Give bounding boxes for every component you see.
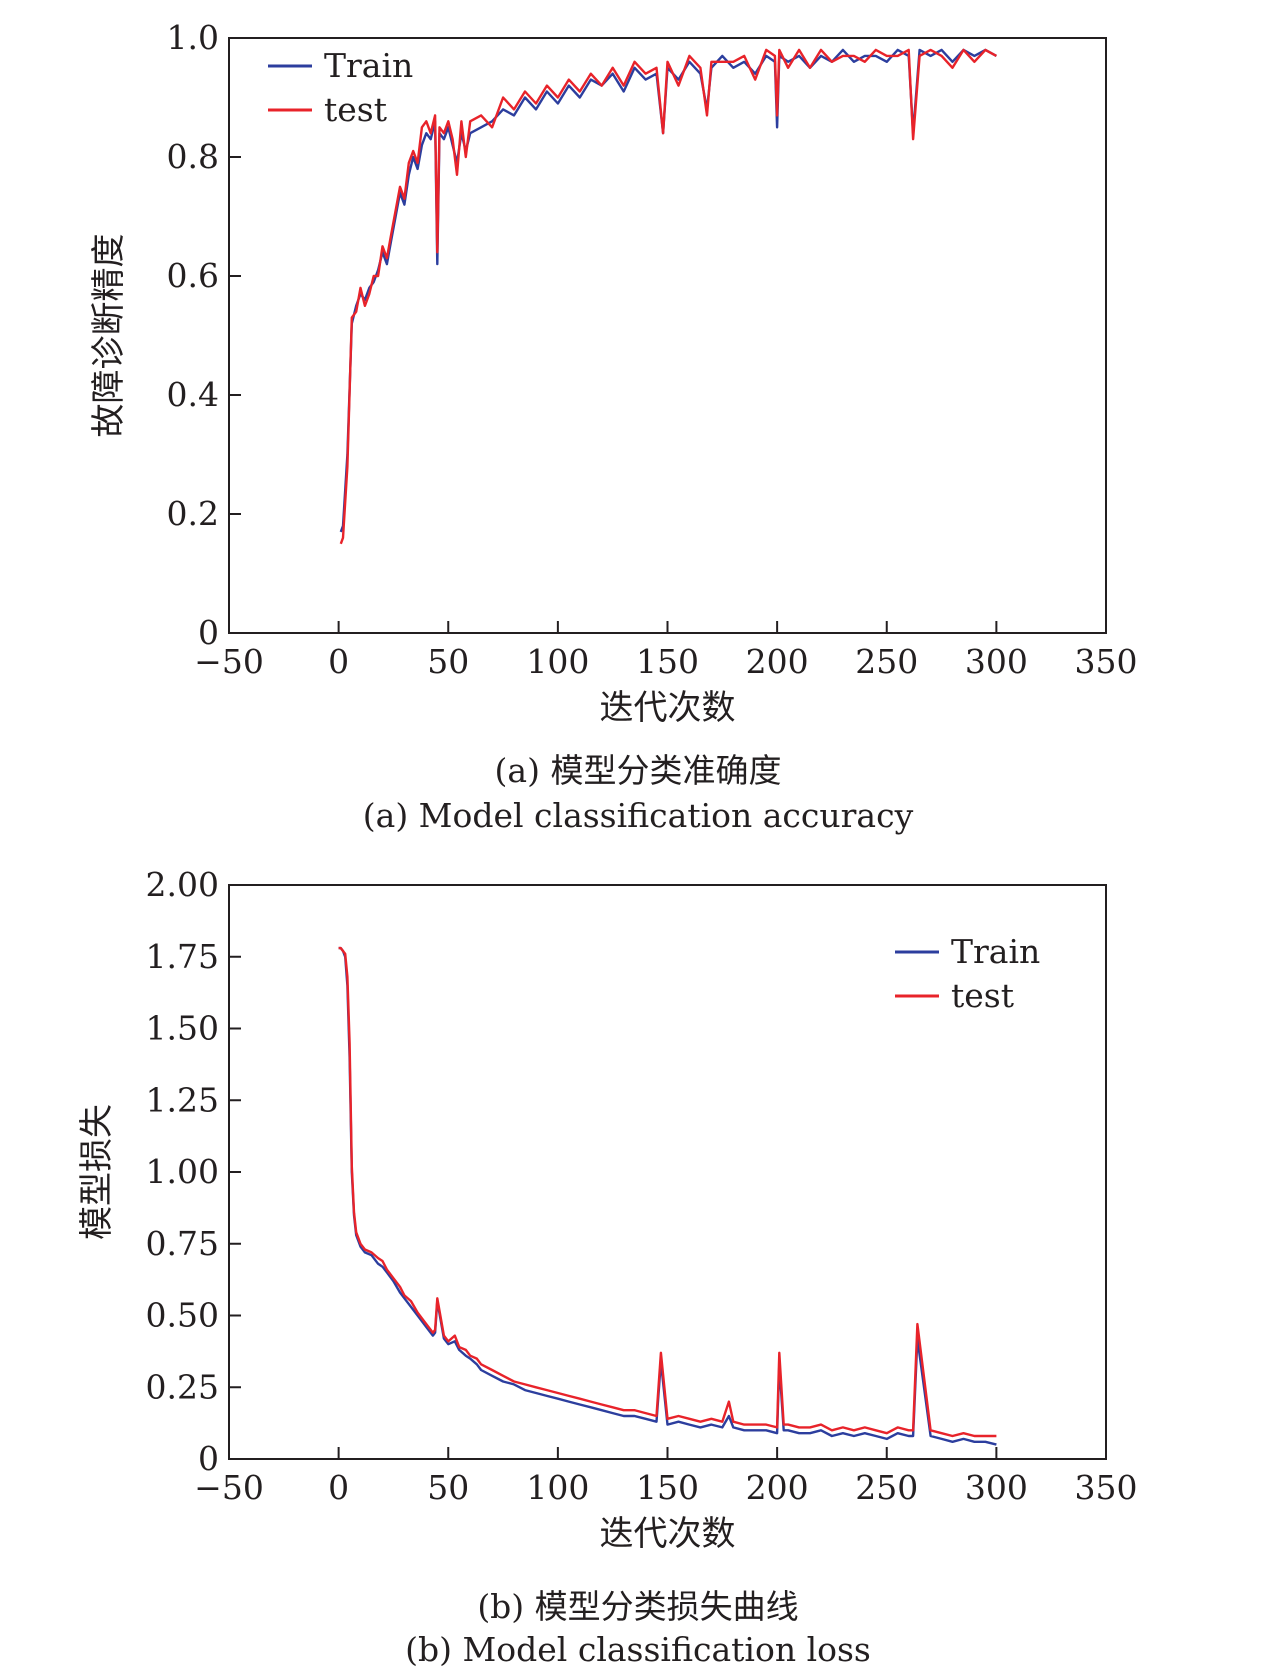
x-tick-label: 0 — [328, 1468, 349, 1507]
y-tick-label: 1.50 — [146, 1009, 219, 1048]
loss-panel: −50 0 50 100 150 200 250 300 350 0 0.25 0.50 0.75 1.0… — [0, 850, 1276, 1669]
y-tick-label: 0.6 — [167, 256, 219, 295]
legend-label-train: Train — [324, 46, 413, 85]
x-tick-label: 100 — [526, 642, 589, 681]
series-line-test — [339, 48, 997, 545]
y-tick-label: 0.75 — [146, 1224, 219, 1263]
caption-en-b: (b) Model classification loss — [405, 1630, 871, 1669]
x-tick-label: −50 — [194, 642, 264, 681]
y-tick-label: 0.25 — [146, 1367, 219, 1406]
y-tick-label: 1.00 — [146, 1152, 219, 1191]
y-tick-label: 0 — [198, 613, 219, 652]
caption-zh-b: (b) 模型分类损失曲线 — [477, 1587, 799, 1626]
y-tick-label: 2.00 — [146, 865, 219, 904]
x-tick-label: 150 — [636, 1468, 699, 1507]
legend-label-test: test — [324, 90, 387, 129]
y-tick-label: 1.75 — [146, 937, 219, 976]
x-tick-label: 200 — [746, 642, 809, 681]
plot-frame — [228, 884, 1107, 1460]
x-axis-title: 迭代次数 — [600, 688, 736, 728]
x-tick-label: 50 — [427, 642, 469, 681]
loss-chart: −50 0 50 100 150 200 250 300 35000.250.500.751.0… — [77, 865, 1138, 1554]
series-line-test — [338, 946, 997, 1438]
caption-en-a: (a) Model classification accuracy — [362, 796, 914, 835]
y-axis-title: 故障诊断精度 — [89, 234, 129, 438]
legend-label-train: Train — [951, 932, 1040, 971]
caption-zh-a: (a) 模型分类准确度 — [494, 751, 782, 790]
x-tick-label: 50 — [427, 1468, 469, 1507]
x-axis-title: 迭代次数 — [600, 1514, 736, 1554]
y-tick-label: 0.4 — [167, 375, 219, 414]
accuracy-panel: −50 0 50 100 150 200 250 300 350 0 0.2 0.4 0.6 0.8 1.0… — [89, 18, 1138, 835]
y-tick-label: 1.25 — [146, 1080, 219, 1119]
y-tick-label: 0.8 — [167, 137, 219, 176]
x-tick-label: 350 — [1075, 1468, 1138, 1507]
x-tick-label: 350 — [1075, 642, 1138, 681]
x-tick-label: −50 — [194, 1468, 264, 1507]
x-tick-label: 100 — [526, 1468, 589, 1507]
series-line-train — [339, 48, 997, 533]
series-line-train — [338, 946, 997, 1446]
y-tick-label: 0.2 — [167, 494, 219, 533]
y-tick-label: 0 — [198, 1439, 219, 1478]
x-tick-label: 300 — [965, 1468, 1028, 1507]
x-tick-label: 250 — [855, 1468, 918, 1507]
x-tick-label: 300 — [965, 642, 1028, 681]
x-tick-label: 150 — [636, 642, 699, 681]
y-tick-label: 0.50 — [146, 1296, 219, 1335]
x-tick-label: 250 — [855, 642, 918, 681]
x-tick-label: 200 — [746, 1468, 809, 1507]
y-tick-label: 1.0 — [167, 18, 219, 57]
accuracy-chart: −50 0 50 100 150 200 250 300 35000.20.40.60.81.0… — [89, 18, 1138, 728]
y-axis-title: 模型损失 — [77, 1104, 117, 1240]
x-tick-label: 0 — [328, 642, 349, 681]
legend-label-test: test — [951, 976, 1014, 1015]
